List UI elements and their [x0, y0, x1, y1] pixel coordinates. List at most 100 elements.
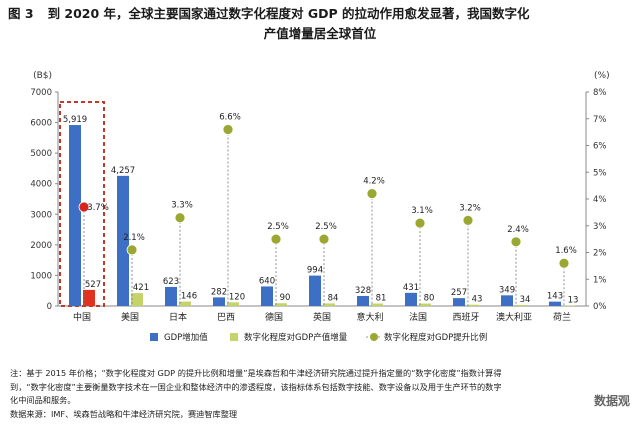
left-tick-label: 3000	[30, 210, 52, 220]
bar-gdp-label: 5,919	[63, 115, 87, 125]
bar-gdp-increase	[357, 295, 369, 306]
left-tick-label: 0	[47, 302, 52, 312]
bar-digital-output	[131, 293, 143, 306]
bar-digital-label: 80	[424, 294, 435, 304]
category-label: 意大利	[356, 311, 383, 323]
legend-label: GDP增加值	[164, 332, 208, 343]
marker-percent	[510, 236, 522, 248]
bar-gdp-increase	[453, 298, 465, 306]
marker-percent-label: 2.5%	[315, 222, 337, 232]
marker-percent	[78, 201, 90, 213]
bar-digital-output	[227, 302, 239, 306]
marker-percent-label: 6.6%	[219, 112, 241, 122]
gdp-digital-chart: (B$) (%) 0 1000 2000 3000 4000 5000 6000 7000 0% 1%…	[30, 71, 609, 343]
legend-swatch	[370, 333, 378, 341]
right-tick-label: 6%	[593, 142, 607, 152]
bar-gdp-label: 349	[499, 285, 515, 295]
category-label: 荷兰	[553, 311, 571, 323]
marker-percent	[126, 244, 138, 256]
marker-percent	[414, 217, 426, 229]
marker-percent-label: 2.4%	[507, 225, 529, 235]
bar-digital-label: 43	[472, 295, 483, 305]
bar-digital-label: 81	[376, 294, 387, 304]
bar-digital-output	[275, 303, 287, 306]
title-line-1: 到 2020 年，全球主要国家通过数字化程度对 GDP 的拉动作用愈发显著，我国…	[47, 6, 530, 21]
marker-percent	[318, 233, 330, 245]
right-tick-label: 3%	[593, 222, 607, 232]
marker-percent-label: 2.5%	[267, 222, 289, 232]
left-tick-label: 6000	[30, 119, 52, 129]
category-label: 英国	[313, 311, 331, 323]
bar-digital-label: 527	[85, 280, 101, 290]
bar-gdp-increase	[165, 286, 177, 306]
marker-percent	[558, 257, 570, 269]
left-axis-label: (B$)	[33, 71, 52, 81]
marker-percent-label: 3.7%	[87, 203, 109, 213]
note-line-2: 到，“数字化密度”主要衡量数字技术在一国企业和整体经济中的渗透程度，该指标体系包…	[10, 381, 502, 392]
figure-number: 图 3	[8, 6, 34, 21]
left-tick-label: 4000	[30, 180, 52, 190]
marker-percent-label: 1.6%	[555, 246, 577, 256]
bar-digital-output	[467, 304, 479, 306]
legend-label: 数字化程度对GDP提升比例	[384, 332, 487, 343]
left-tick-label: 2000	[30, 241, 52, 251]
right-tick-label: 4%	[593, 195, 607, 205]
bar-digital-label: 13	[568, 296, 579, 306]
category-label: 美国	[121, 311, 139, 323]
bar-gdp-label: 282	[211, 287, 227, 297]
bar-digital-output	[515, 304, 527, 306]
watermark-text: 数据观	[593, 394, 630, 408]
bar-gdp-label: 994	[307, 266, 323, 276]
marker-percent	[270, 233, 282, 245]
bar-digital-label: 34	[520, 295, 531, 305]
bar-gdp-label: 143	[547, 292, 563, 302]
category-label: 巴西	[217, 312, 235, 323]
marker-percent-label: 3.3%	[171, 201, 193, 211]
note-source: 数据来源：IMF、埃森哲战略和牛津经济研究院，赛迪智库整理	[10, 408, 238, 419]
left-tick-label: 1000	[30, 271, 52, 281]
figure-title: 图 3 到 2020 年，全球主要国家通过数字化程度对 GDP 的拉动作用愈发显著…	[8, 4, 632, 44]
bar-gdp-label: 328	[355, 286, 371, 296]
legend-swatch	[230, 333, 238, 341]
left-tick-label: 7000	[30, 88, 52, 98]
china-highlight-box	[59, 101, 105, 307]
legend-swatch	[150, 333, 158, 341]
category-label: 法国	[409, 311, 427, 323]
right-tick-label: 2%	[593, 249, 607, 259]
bar-gdp-label: 257	[451, 288, 467, 298]
marker-percent	[462, 214, 474, 226]
right-tick-label: 7%	[593, 115, 607, 125]
bar-digital-label: 90	[280, 293, 291, 303]
marker-percent-label: 3.2%	[459, 203, 481, 213]
bar-gdp-label: 431	[403, 283, 419, 293]
bar-digital-output	[419, 303, 431, 306]
right-tick-label: 0%	[593, 302, 607, 312]
bar-gdp-increase	[69, 125, 81, 306]
marker-percent	[174, 212, 186, 224]
category-label: 日本	[169, 311, 187, 323]
right-tick-label: 8%	[593, 88, 607, 98]
bar-gdp-increase	[213, 297, 225, 306]
right-tick-label: 1%	[593, 275, 607, 285]
bar-digital-label: 421	[133, 283, 149, 293]
bar-digital-label: 120	[229, 292, 245, 302]
bar-gdp-label: 640	[259, 276, 275, 286]
marker-percent-label: 3.1%	[411, 206, 433, 216]
bar-digital-output	[371, 303, 383, 306]
legend-label: 数字化程度对GDP产值增量	[244, 332, 348, 343]
note-line-1: 注：基于 2015 年价格；“数字化程度对 GDP 的提升比例和增量”是埃森哲和…	[10, 368, 502, 378]
bar-gdp-increase	[501, 295, 513, 306]
marker-percent	[222, 124, 234, 135]
marker-percent-label: 2.1%	[123, 233, 145, 243]
bar-digital-label: 84	[328, 293, 339, 303]
marker-percent	[366, 188, 378, 200]
marker-percent-label: 4.2%	[363, 177, 385, 187]
category-label: 德国	[265, 311, 283, 323]
bar-gdp-increase	[261, 286, 273, 306]
right-tick-label: 5%	[593, 168, 607, 178]
left-tick-label: 5000	[30, 149, 52, 159]
category-label: 中国	[73, 311, 91, 323]
bar-digital-output	[323, 303, 335, 306]
bar-gdp-increase	[309, 275, 321, 306]
title-line-2: 产值增量居全球首位	[263, 26, 377, 41]
